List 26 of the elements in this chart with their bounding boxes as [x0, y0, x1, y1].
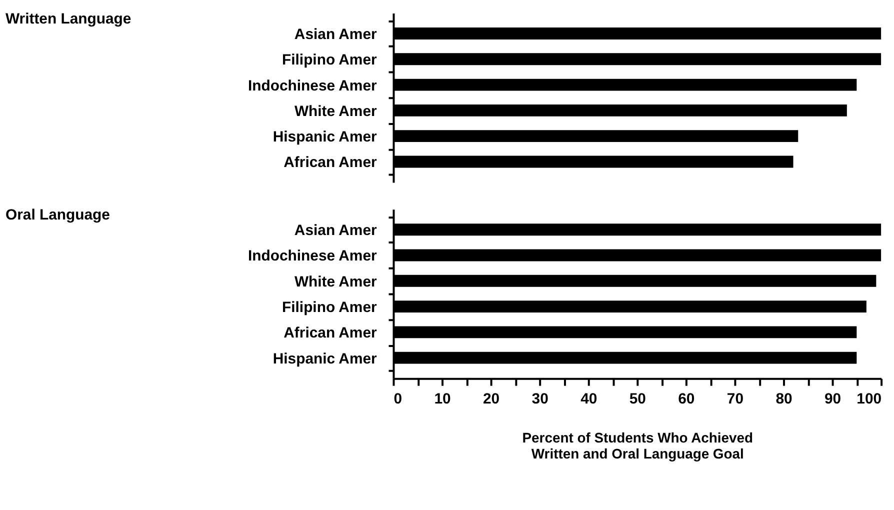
y-axis-title: Written Language	[5, 10, 132, 28]
y-tick-label: African Amer	[284, 154, 378, 172]
x-tick-label: 20	[482, 390, 500, 408]
x-tick-label: 60	[678, 390, 695, 408]
y-tick-label: White Amer	[294, 273, 377, 290]
x-tick-label: 90	[824, 390, 842, 408]
x-tick-label: 80	[776, 390, 792, 408]
x-tick-label: 50	[629, 390, 646, 408]
y-tick-label: Filipino Amer	[282, 299, 377, 316]
y-tick-label: Asian Amer	[294, 26, 377, 43]
y-tick-label: Indochinese Amer	[248, 248, 377, 265]
x-tick-label: 10	[434, 390, 451, 408]
x-tick-label: 70	[726, 390, 744, 408]
y-tick-label: White Amer	[294, 102, 377, 120]
x-tick-label: 0	[394, 390, 402, 408]
x-tick-label: 40	[580, 390, 598, 408]
y-tick-label: African Amer	[284, 324, 378, 342]
y-axis-title: Oral Language	[5, 206, 110, 224]
x-tick-label: 100	[856, 390, 882, 408]
y-tick-label: Hispanic Amer	[272, 128, 378, 146]
x-axis-title: Percent of Students Who Achieved Written and Oral Language Goal	[522, 430, 754, 462]
x-tick-label: 30	[532, 390, 548, 408]
y-tick-label: Asian Amer	[294, 222, 377, 240]
y-tick-label: Indochinese Amer	[248, 77, 377, 94]
y-tick-label: Filipino Amer	[282, 52, 377, 69]
y-tick-label: Hispanic Amer	[272, 350, 378, 368]
